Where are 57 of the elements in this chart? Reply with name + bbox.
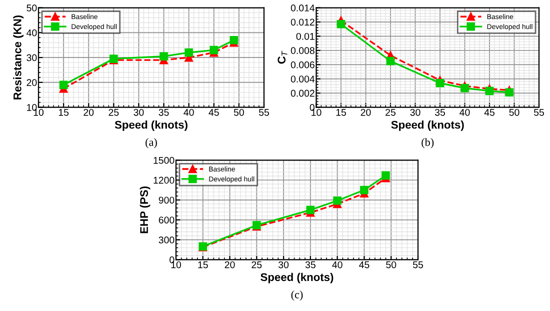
x-tick-label: 20 (360, 108, 371, 116)
x-tick-label: 40 (460, 108, 470, 116)
x-tick-label: 45 (484, 109, 494, 116)
y-tick-label: 600 (158, 216, 174, 224)
x-tick-label: 10 (34, 108, 44, 116)
x-tick-label: 40 (332, 261, 342, 268)
y-tick-label: 50 (26, 4, 37, 12)
y-tick-label: 1200 (154, 176, 174, 184)
y-tick-label: 10 (27, 104, 37, 111)
x-axis-title: Speed (knots) (260, 272, 334, 284)
y-tick-label: 0.004 (290, 76, 315, 82)
y-axis-title: C$_{T}$ (278, 50, 288, 64)
x-tick-label: 50 (509, 108, 520, 116)
x-tick-label: 15 (336, 109, 346, 116)
y-tick-label: 0.012 (290, 18, 314, 26)
x-tick-label: 25 (386, 108, 396, 116)
text: (b) (422, 138, 434, 148)
x-tick-label: 25 (108, 108, 119, 116)
x-tick-label: 10 (171, 261, 182, 268)
y-tick-label: 40 (26, 29, 37, 36)
y-axis-title: EHP (PS) (140, 186, 150, 234)
x-tick-label: 30 (410, 108, 420, 116)
x-tick-label: 20 (224, 261, 235, 268)
x-tick-label: 50 (234, 108, 244, 116)
x-tick-label: 35 (434, 108, 445, 116)
x-tick-label: 20 (84, 108, 94, 116)
y-tick-label: 0.008 (290, 47, 314, 54)
y-tick-label: 0.006 (290, 61, 314, 68)
text: (c) (291, 290, 303, 301)
y-tick-label: 0 (170, 256, 174, 264)
x-tick-label: 15 (198, 261, 208, 268)
y-tick-label: 30 (26, 54, 37, 62)
x-tick-label: 35 (158, 108, 169, 116)
x-axis-title: Speed (knots) (114, 120, 188, 131)
text: (a) (146, 138, 157, 148)
y-tick-label: 0.002 (290, 90, 314, 97)
y-tick-label: 300 (158, 236, 174, 244)
x-tick-label: 30 (134, 108, 144, 116)
x-tick-label: 55 (412, 261, 423, 268)
x-tick-label: 45 (208, 109, 219, 116)
x-tick-label: 15 (58, 109, 69, 116)
x-tick-label: 40 (184, 108, 194, 116)
x-tick-label: 45 (359, 261, 370, 268)
x-tick-label: 55 (258, 109, 269, 116)
y-tick-label: 1500 (154, 156, 174, 164)
y-tick-label: 900 (158, 196, 174, 204)
y-tick-label: 0.014 (290, 4, 315, 12)
x-tick-label: 25 (252, 261, 262, 268)
x-tick-label: 10 (312, 108, 322, 116)
x-tick-label: 30 (278, 261, 289, 268)
x-tick-label: 55 (534, 109, 544, 116)
y-tick-label: 0.01 (296, 32, 314, 40)
y-tick-label: 20 (26, 79, 37, 86)
x-tick-label: 50 (386, 261, 396, 268)
x-tick-label: 35 (305, 261, 316, 268)
x-axis-title: Speed (knots) (391, 120, 464, 131)
y-axis-title: Resistance (KN) (13, 15, 24, 100)
